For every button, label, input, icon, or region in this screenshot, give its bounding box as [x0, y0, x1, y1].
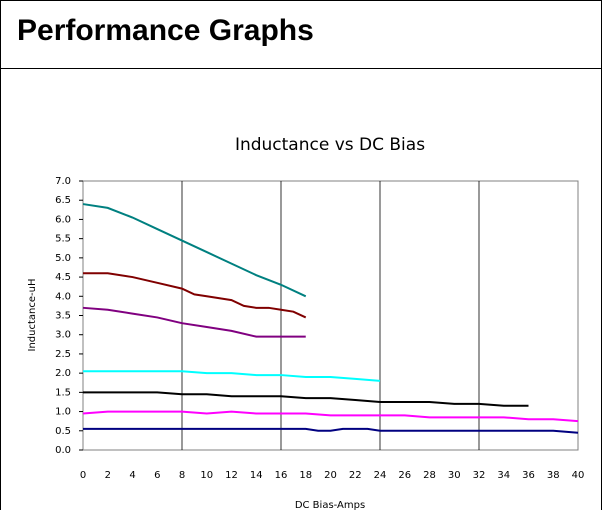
y-tick-label: 1.0: [55, 407, 71, 418]
x-tick-label: 24: [374, 470, 387, 481]
series-line: [83, 272, 307, 319]
y-tick-label: 5.5: [55, 234, 71, 245]
y-tick-label: 6.5: [55, 195, 71, 206]
x-axis-label: DC Bias-Amps: [295, 500, 365, 510]
x-tick-label: 4: [129, 470, 135, 481]
series-line: [83, 370, 381, 382]
y-tick-label: 4.5: [55, 272, 71, 283]
series-line: [82, 410, 579, 423]
x-tick-label: 38: [547, 470, 560, 481]
x-tick-label: 28: [423, 470, 436, 481]
x-tick-label: 16: [275, 470, 288, 481]
series-line: [82, 306, 306, 338]
x-tick-label: 0: [80, 470, 86, 481]
y-tick-label: 4.0: [55, 291, 71, 302]
y-tick-label: 7.0: [55, 176, 71, 187]
x-tick-label: 30: [448, 470, 461, 481]
x-tick-label: 22: [349, 470, 362, 481]
series-line: [83, 427, 579, 434]
chart-title: Inductance vs DC Bias: [235, 135, 425, 155]
x-tick-label: 8: [179, 470, 185, 481]
x-tick-label: 2: [105, 470, 111, 481]
y-tick-label: 5.0: [55, 253, 71, 264]
y-tick-label: 1.5: [55, 387, 71, 398]
header-title: Performance Graphs: [17, 14, 314, 47]
y-tick-label: 0.5: [55, 426, 71, 437]
y-tick-label: 2.0: [55, 368, 71, 379]
x-tick-label: 10: [200, 470, 213, 481]
x-tick-label: 36: [522, 470, 535, 481]
y-tick-label: 3.0: [55, 330, 71, 341]
y-tick-label: 2.5: [55, 349, 71, 360]
plot-area: [82, 180, 579, 451]
y-tick-label: 0.0: [55, 445, 71, 456]
x-tick-label: 18: [299, 470, 312, 481]
x-tick-label: 12: [225, 470, 238, 481]
x-tick-label: 40: [572, 470, 585, 481]
x-tick-label: 32: [473, 470, 486, 481]
y-axis-label: Inductance-uH: [27, 279, 38, 352]
series-line: [83, 391, 529, 407]
x-tick-label: 20: [324, 470, 337, 481]
y-tick-label: 6.0: [55, 214, 71, 225]
x-tick-label: 6: [154, 470, 160, 481]
x-tick-label: 34: [497, 470, 510, 481]
x-tick-label: 14: [250, 470, 263, 481]
x-tick-label: 26: [398, 470, 411, 481]
series-line: [82, 203, 307, 298]
y-tick-label: 3.5: [55, 311, 71, 322]
